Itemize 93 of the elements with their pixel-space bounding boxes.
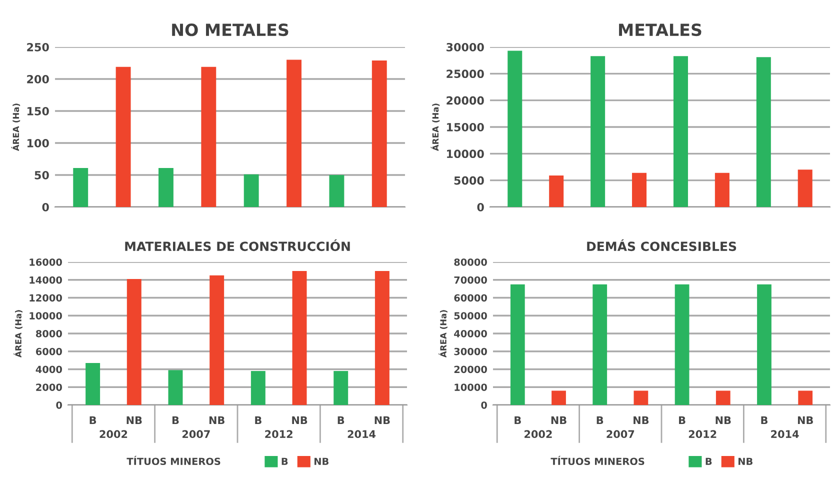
legend-title: TÍTUOS MINEROS [550,456,644,466]
y-axis-title: ÁREA (Ha) [430,104,440,152]
legend-title: TÍTUOS MINEROS [126,456,220,466]
bar [714,172,730,207]
y-axis-title: ÁREA (Ha) [11,104,20,152]
bar [329,175,344,207]
bar [632,172,647,207]
y-tick-label: 0 [42,202,49,212]
y-tick-label: 20000 [454,366,487,374]
y-tick-label: 50 [34,170,49,180]
y-tick-label: 30000 [454,348,487,356]
bar [158,168,174,207]
text: 2014 [771,430,799,438]
y-tick-label: 100 [28,138,49,148]
bar [286,60,302,207]
bar [374,270,390,405]
bar [590,56,606,207]
bar [292,270,307,405]
x-tick-label: B [172,416,179,424]
x-tick-label: NB [551,416,566,424]
y-tick-label: 150 [28,106,49,116]
y-axis-title: ÁREA (Ha) [14,310,22,358]
legend-label: NB [314,458,328,465]
x-tick-label: NB [126,416,142,424]
text: 2002 [100,430,128,438]
y-axis-title: ÁREA (Ha) [438,310,448,358]
y-tick-label: 8000 [36,330,62,338]
x-tick-label: NB [374,416,390,424]
x-tick-label: B [679,416,686,424]
bar [756,57,771,207]
y-tick-label: 10000 [447,150,484,158]
text: 2002 [524,430,552,438]
x-tick-label: B [761,416,768,424]
legend-label: NB [738,458,752,465]
bar [116,66,131,207]
bar [210,275,224,405]
text: 2014 [348,430,376,438]
x-tick-label: NB [634,416,649,424]
y-tick-label: 12000 [30,294,62,302]
chart-title: METALES [619,24,702,36]
y-tick-label: 2000 [36,384,62,391]
y-tick-label: 0 [481,401,487,409]
x-tick-label: B [338,416,344,424]
chart-title: NO METALES [172,24,288,36]
y-tick-label: 40000 [454,330,487,338]
bar [73,168,88,207]
bar [334,371,348,405]
y-tick-label: 60000 [454,294,487,302]
y-tick-label: 10000 [454,384,487,391]
bar [798,170,812,207]
bar [673,56,688,207]
legend-label: B [282,458,288,465]
legend-label: B [706,458,712,465]
y-tick-label: 20000 [446,96,484,105]
y-tick-label: 0 [477,202,484,212]
y-tick-label: 250 [27,42,49,52]
text: 2012 [265,430,292,438]
bar [372,60,387,207]
y-tick-label: 50000 [454,312,487,320]
y-tick-label: 70000 [454,276,487,284]
y-tick-label: 25000 [446,70,484,78]
y-tick-label: 14000 [30,276,62,284]
bar [508,50,522,207]
x-tick-label: B [255,416,262,424]
chart-title: MATERIALES DE CONSTRUCCIÓN [125,239,350,252]
y-tick-label: 10000 [30,312,62,320]
text: 2007 [606,430,634,438]
x-tick-label: B [90,416,96,424]
text: 2012 [688,430,716,438]
y-tick-label: 0 [56,401,62,409]
x-tick-label: NB [209,416,224,424]
chart-title: DEMÁS CONCESIBLES [587,239,736,252]
bar [250,371,266,405]
y-tick-label: 5000 [454,176,484,185]
y-tick-label: 15000 [447,122,484,132]
y-tick-label: 6000 [36,348,62,356]
bar [244,174,259,207]
x-tick-label: B [514,416,521,424]
y-tick-label: 30000 [446,42,484,52]
x-tick-label: NB [798,416,813,424]
y-tick-label: 80000 [454,258,487,266]
y-tick-label: 16000 [30,258,62,266]
bar [549,176,564,207]
bar [201,66,216,207]
bar [86,362,100,405]
x-tick-label: NB [716,416,731,424]
bar [168,370,183,405]
y-tick-label: 4000 [36,366,62,374]
bar [126,278,142,405]
x-tick-label: NB [292,416,308,424]
x-tick-label: B [596,416,604,424]
text: 2007 [182,430,210,438]
y-tick-label: 200 [27,74,49,84]
